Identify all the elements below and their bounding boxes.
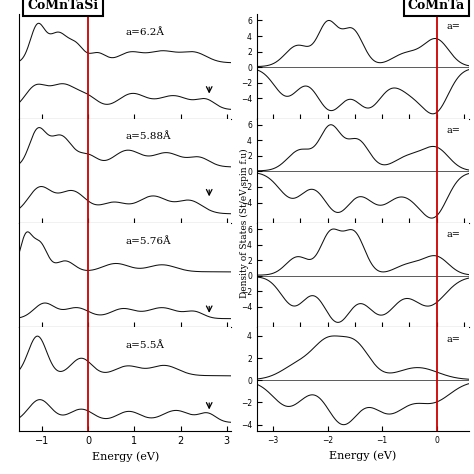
X-axis label: Energy (eV): Energy (eV) xyxy=(329,451,397,461)
Text: a=: a= xyxy=(447,230,461,239)
X-axis label: Energy (eV): Energy (eV) xyxy=(91,452,159,462)
Text: a=5.5Å: a=5.5Å xyxy=(125,341,164,350)
Text: a=5.88Å: a=5.88Å xyxy=(125,132,171,141)
Text: a=5.76Å: a=5.76Å xyxy=(125,237,171,246)
Text: a=: a= xyxy=(447,22,461,31)
Text: CoMnTa: CoMnTa xyxy=(408,0,465,12)
Text: a=: a= xyxy=(447,126,461,135)
Text: a=: a= xyxy=(447,335,461,344)
Text: a=6.2Å: a=6.2Å xyxy=(125,28,164,37)
Text: Density of States (St/eV spin f.u): Density of States (St/eV spin f.u) xyxy=(239,148,249,298)
Text: CoMnTaSi: CoMnTaSi xyxy=(27,0,99,12)
